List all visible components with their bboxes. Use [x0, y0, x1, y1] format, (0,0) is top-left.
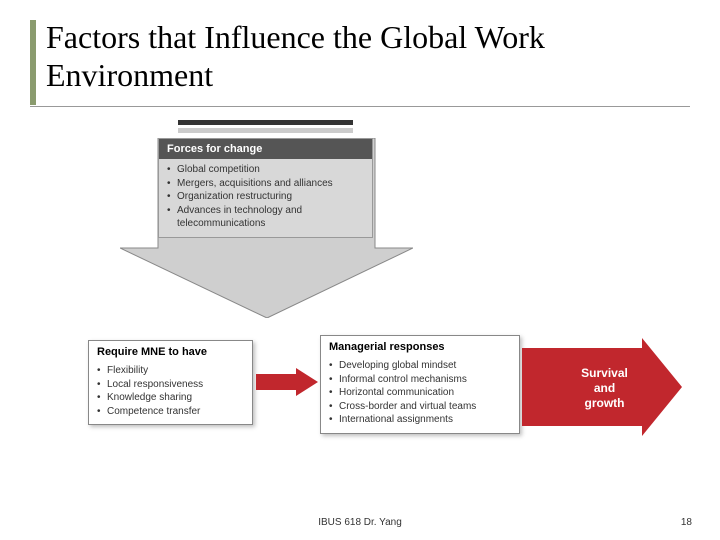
- forces-list: Global competition Mergers, acquisitions…: [159, 159, 372, 237]
- footer-text: IBUS 618 Dr. Yang: [0, 517, 720, 528]
- list-item: Advances in technology and telecommunica…: [167, 204, 364, 231]
- list-item: Developing global mindset: [329, 359, 511, 373]
- diagram-area: Forces for change Global competition Mer…: [60, 120, 680, 490]
- slide: Factors that Influence the Global Work E…: [0, 0, 720, 540]
- slide-title: Factors that Influence the Global Work E…: [46, 18, 606, 95]
- list-item: Competence transfer: [97, 405, 244, 419]
- list-item: Local responsiveness: [97, 378, 244, 392]
- managerial-responses-box: Managerial responses Developing global m…: [320, 335, 520, 434]
- list-item: Informal control mechanisms: [329, 373, 511, 387]
- list-item: International assignments: [329, 413, 511, 427]
- bar-dark: [178, 120, 353, 125]
- list-item: Cross-border and virtual teams: [329, 400, 511, 414]
- mne-header: Require MNE to have: [89, 341, 252, 360]
- forces-header: Forces for change: [159, 139, 372, 159]
- title-underline: [30, 106, 690, 107]
- list-item: Knowledge sharing: [97, 391, 244, 405]
- managerial-list: Developing global mindset Informal contr…: [321, 355, 519, 433]
- list-item: Horizontal communication: [329, 386, 511, 400]
- mne-list: Flexibility Local responsiveness Knowled…: [89, 360, 252, 424]
- list-item: Global competition: [167, 163, 364, 177]
- title-accent-bar: [30, 20, 36, 105]
- forces-for-change-box: Forces for change Global competition Mer…: [158, 138, 373, 238]
- list-item: Flexibility: [97, 364, 244, 378]
- list-item: Mergers, acquisitions and alliances: [167, 177, 364, 191]
- require-mne-box: Require MNE to have Flexibility Local re…: [88, 340, 253, 425]
- red-arrow-1: [256, 368, 318, 396]
- red-arrow-2: [522, 338, 682, 436]
- page-number: 18: [681, 517, 692, 528]
- list-item: Organization restructuring: [167, 190, 364, 204]
- managerial-header: Managerial responses: [321, 336, 519, 355]
- bar-light: [178, 128, 353, 133]
- top-decorative-bars: [178, 120, 353, 133]
